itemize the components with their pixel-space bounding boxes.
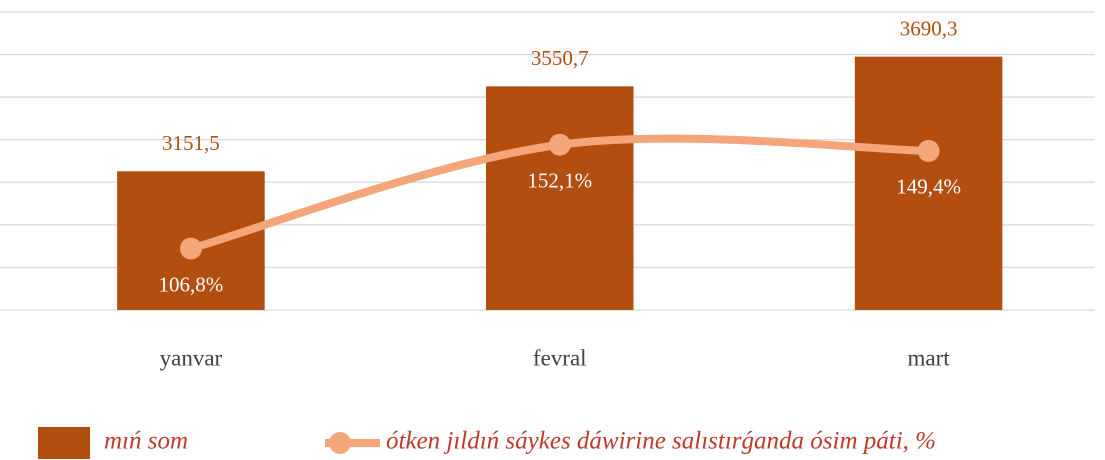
x-tick-label: yanvar: [160, 345, 223, 370]
legend-label: mıń som: [104, 428, 188, 455]
line-marker: [917, 139, 940, 162]
bar-value-label: 3550,7: [531, 46, 589, 70]
x-tick-label: fevral: [533, 345, 587, 370]
bar-value-label: 3151,5: [162, 131, 220, 155]
legend-label: ótken jıldıń sáykes dáwirine salıstırǵan…: [386, 428, 936, 455]
legend-marker: [329, 432, 351, 454]
line-marker: [548, 133, 571, 156]
line-value-label: 152,1%: [527, 169, 592, 193]
bar: [485, 86, 634, 310]
bar-value-label: 3690,3: [900, 16, 958, 40]
bar: [854, 56, 1003, 311]
legend-swatch: [38, 427, 90, 459]
line-value-label: 149,4%: [896, 175, 961, 199]
line-marker: [179, 237, 202, 260]
x-tick-label: mart: [908, 345, 951, 370]
line-value-label: 106,8%: [159, 272, 224, 296]
